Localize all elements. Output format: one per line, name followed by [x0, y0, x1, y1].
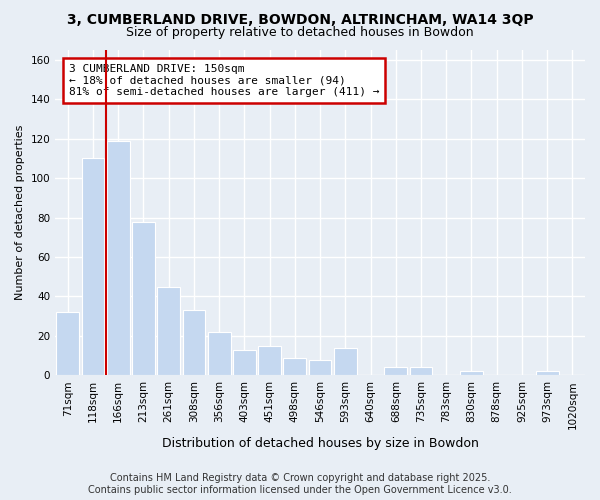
Y-axis label: Number of detached properties: Number of detached properties — [15, 125, 25, 300]
Bar — [82, 158, 104, 376]
Bar — [334, 348, 356, 376]
Bar — [107, 140, 130, 376]
Bar — [56, 312, 79, 376]
Bar — [208, 332, 230, 376]
Bar — [385, 368, 407, 376]
Bar — [182, 310, 205, 376]
Bar — [258, 346, 281, 376]
Bar — [283, 358, 306, 376]
Text: Contains HM Land Registry data © Crown copyright and database right 2025.
Contai: Contains HM Land Registry data © Crown c… — [88, 474, 512, 495]
Text: Size of property relative to detached houses in Bowdon: Size of property relative to detached ho… — [126, 26, 474, 39]
Text: 3 CUMBERLAND DRIVE: 150sqm
← 18% of detached houses are smaller (94)
81% of semi: 3 CUMBERLAND DRIVE: 150sqm ← 18% of deta… — [69, 64, 380, 97]
Bar — [536, 372, 559, 376]
Text: 3, CUMBERLAND DRIVE, BOWDON, ALTRINCHAM, WA14 3QP: 3, CUMBERLAND DRIVE, BOWDON, ALTRINCHAM,… — [67, 12, 533, 26]
Bar — [233, 350, 256, 376]
Bar — [460, 372, 483, 376]
Bar — [132, 222, 155, 376]
X-axis label: Distribution of detached houses by size in Bowdon: Distribution of detached houses by size … — [161, 437, 479, 450]
Bar — [309, 360, 331, 376]
Bar — [157, 286, 180, 376]
Bar — [410, 368, 433, 376]
